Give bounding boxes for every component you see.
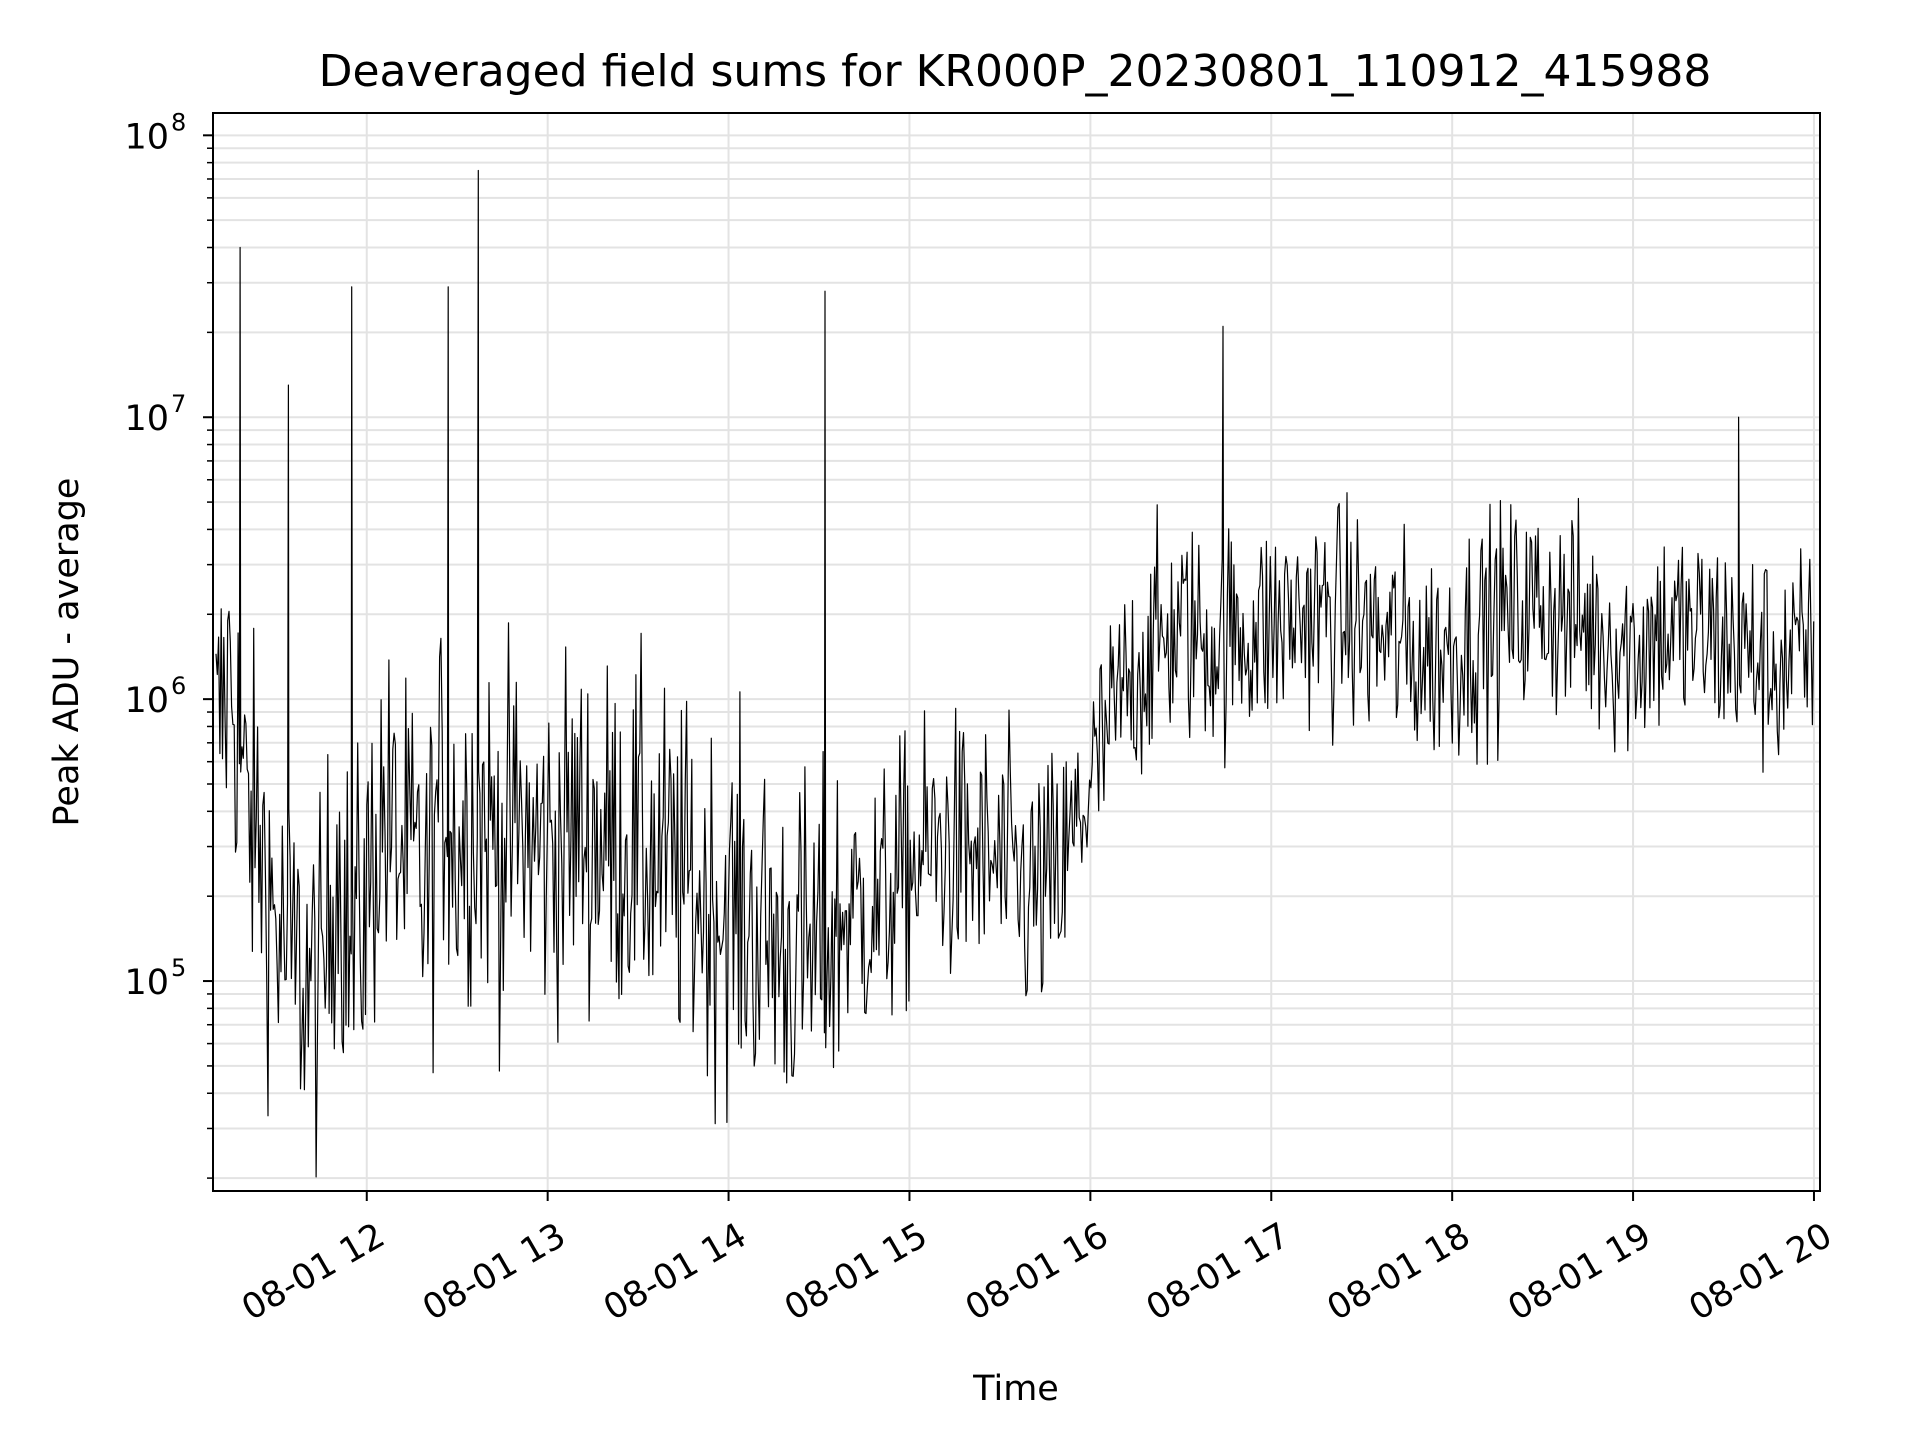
y-axis-label: Peak ADU - average: [47, 478, 87, 827]
plot-frame: [212, 112, 1821, 1192]
y-tick-label: 10: [124, 963, 169, 1003]
y-tick-exponent: 7: [171, 390, 186, 418]
series-line: [215, 169, 1815, 1178]
y-tick-label: 10: [124, 399, 169, 439]
y-tick-exponent: 5: [171, 954, 186, 982]
y-tick-exponent: 8: [171, 108, 186, 136]
x-axis-label: Time: [972, 1369, 1059, 1409]
chart-title: Deaveraged field sums for KR000P_2023080…: [319, 46, 1712, 97]
y-tick-exponent: 6: [171, 672, 186, 700]
y-tick-label: 10: [124, 681, 169, 721]
y-tick-label: 10: [124, 117, 169, 157]
data-layer: [215, 169, 1815, 1178]
